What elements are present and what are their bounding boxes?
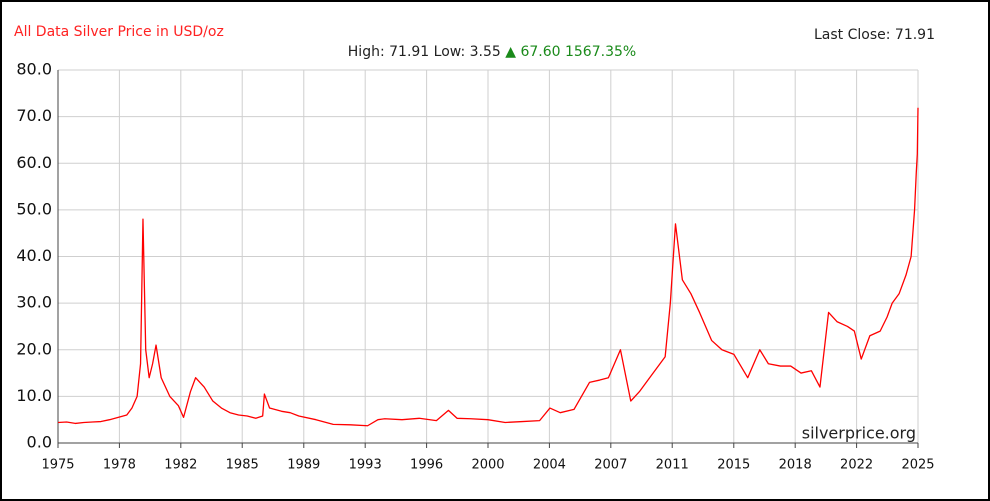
x-tick-label: 1985 xyxy=(226,458,259,473)
change: ▲ 67.60 1567.35% xyxy=(505,44,636,60)
x-tick-label: 2018 xyxy=(779,458,812,473)
x-tick-label: 1978 xyxy=(103,458,136,473)
x-tick-label: 2011 xyxy=(656,458,689,473)
y-tick-label: 70.0 xyxy=(16,106,52,125)
x-tick-label: 2022 xyxy=(840,458,873,473)
y-tick-label: 50.0 xyxy=(16,199,52,218)
last-close: Last Close: 71.91 xyxy=(814,27,935,43)
y-tick-label: 30.0 xyxy=(16,293,52,312)
x-tick-label: 1989 xyxy=(287,458,320,473)
x-tick-label: 1982 xyxy=(164,458,197,473)
y-tick-label: 40.0 xyxy=(16,246,52,265)
high-low: High: 71.91 Low: 3.55 xyxy=(348,44,501,60)
y-tick-label: 0.0 xyxy=(27,433,52,452)
x-tick-label: 1975 xyxy=(41,458,74,473)
price-line xyxy=(57,107,919,427)
x-tick-label: 2025 xyxy=(901,458,934,473)
x-tick-label: 1996 xyxy=(410,458,443,473)
x-tick-label: 2015 xyxy=(717,458,750,473)
y-tick-label: 20.0 xyxy=(16,339,52,358)
chart-title: All Data Silver Price in USD/oz xyxy=(14,24,224,40)
stats: High: 71.91 Low: 3.55 ▲ 67.60 1567.35% xyxy=(348,44,636,60)
x-tick-label: 2000 xyxy=(471,458,504,473)
watermark: silverprice.org xyxy=(802,424,916,443)
x-tick-label: 1993 xyxy=(349,458,382,473)
x-tick-label: 2004 xyxy=(533,458,566,473)
y-tick-label: 80.0 xyxy=(16,60,52,79)
y-tick-label: 60.0 xyxy=(16,153,52,172)
x-tick-label: 2007 xyxy=(594,458,627,473)
y-tick-label: 10.0 xyxy=(16,386,52,405)
